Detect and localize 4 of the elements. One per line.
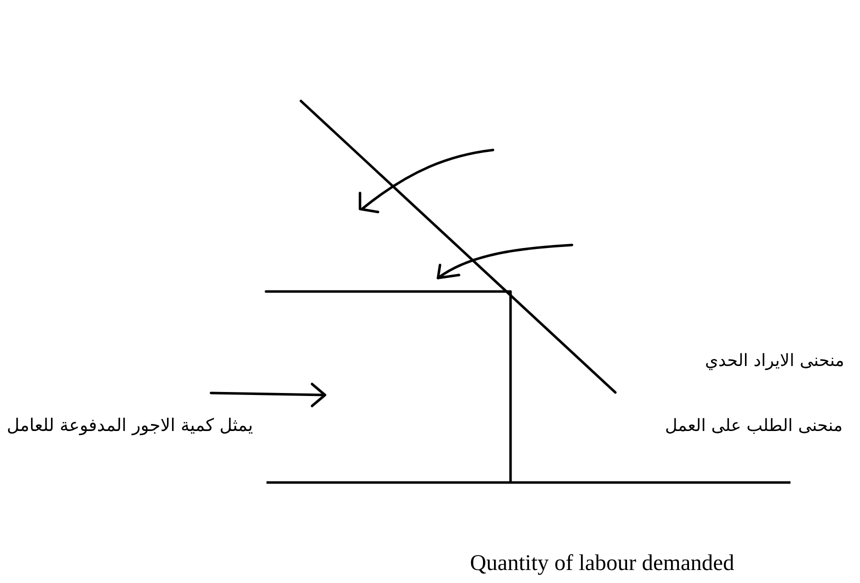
annotation: منحنى الايراد الحدي	[705, 351, 844, 372]
text: يمثل كمية الاجور المدفوعة للعامل	[6, 416, 253, 437]
text: Quantity of labour demanded	[470, 549, 734, 576]
annotation: منحنى الطلب على العمل	[665, 416, 843, 436]
